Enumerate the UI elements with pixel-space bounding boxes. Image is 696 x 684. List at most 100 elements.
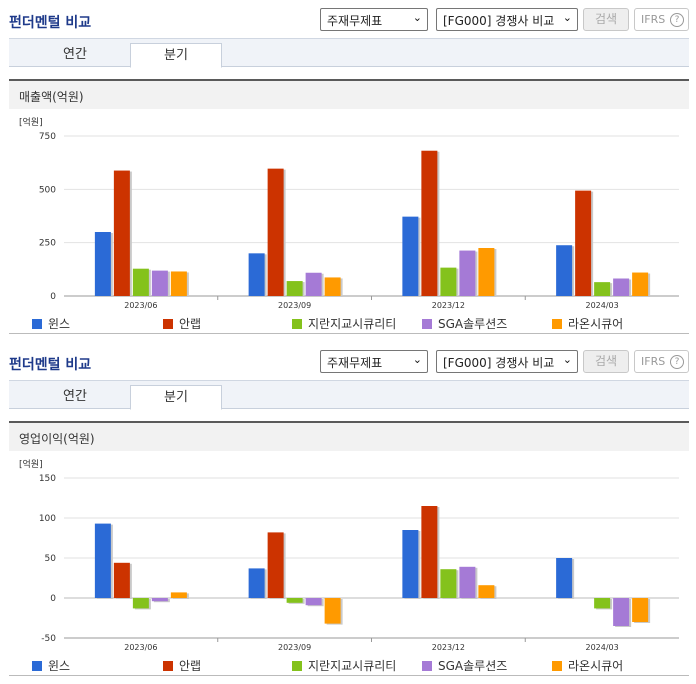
bar (305, 598, 322, 606)
search-button[interactable]: 검색 (583, 8, 629, 31)
operating-profit-bar-chart: [억원] -50 0 50 100 150 2023/06 2023/09 2023/12 202… (19, 458, 679, 651)
legend-item: SGA솔루션즈 (422, 315, 507, 332)
y-unit-label: [억원] (19, 458, 43, 470)
y-tick-label: 0 (50, 292, 56, 302)
bar (440, 569, 457, 598)
bar (421, 150, 438, 296)
bar (286, 281, 303, 296)
bar (132, 598, 149, 609)
chevron-down-icon: ⌄ (412, 353, 422, 366)
y-tick-label: 0 (50, 594, 56, 604)
divider (9, 675, 689, 676)
y-tick-label: 750 (39, 132, 56, 142)
legend-swatch (32, 319, 42, 329)
ifrs-button[interactable]: IFRS ? (634, 350, 689, 373)
legend-label: 지란지교시큐리티 (308, 659, 397, 673)
bar (324, 277, 341, 296)
bar (632, 272, 649, 296)
statement-type-select[interactable]: 주재무제표 ⌄ (320, 350, 428, 373)
bar (478, 585, 495, 598)
ifrs-label: IFRS (641, 13, 666, 26)
legend-label: SGA솔루션즈 (438, 317, 508, 331)
legend-label: 지란지교시큐리티 (308, 317, 397, 331)
panel-title: 펀더멘털 비교 (9, 357, 92, 373)
chevron-down-icon: ⌄ (562, 353, 572, 366)
bar (402, 530, 419, 598)
bar (170, 592, 187, 598)
bar (267, 532, 284, 598)
bar (613, 598, 630, 626)
bar (170, 271, 187, 296)
legend-swatch (552, 661, 562, 671)
chart-legend: 윈스 안랩 지란지교시큐리티 SGA솔루션즈 라온시큐어 (9, 654, 689, 674)
peer-group-select[interactable]: [FG000] 경쟁사 비교 ⌄ (436, 8, 578, 31)
legend-item: 안랩 (163, 657, 201, 674)
bar (286, 598, 303, 603)
bar (151, 598, 168, 602)
operating-profit-panel: 펀더멘털 비교 주재무제표 ⌄ [FG000] 경쟁사 비교 ⌄ 검색 IFRS… (0, 342, 696, 684)
bar (440, 267, 457, 296)
legend-label: SGA솔루션즈 (438, 659, 508, 673)
bar (402, 216, 419, 296)
bar (324, 598, 341, 624)
peer-group-select[interactable]: [FG000] 경쟁사 비교 ⌄ (436, 350, 578, 373)
panel-header: 펀더멘털 비교 주재무제표 ⌄ [FG000] 경쟁사 비교 ⌄ 검색 IFRS… (0, 342, 696, 380)
bar (94, 232, 111, 296)
legend-swatch (552, 319, 562, 329)
legend-swatch (292, 661, 302, 671)
divider (9, 333, 689, 334)
legend-item: 라온시큐어 (552, 657, 623, 674)
statement-type-value: 주재무제표 (327, 356, 383, 370)
bar (613, 278, 630, 296)
x-tick-label: 2024/03 (586, 301, 619, 309)
bar (248, 568, 265, 598)
bar (421, 506, 438, 598)
x-tick-label: 2023/06 (124, 643, 157, 651)
legend-swatch (163, 661, 173, 671)
legend-swatch (422, 661, 432, 671)
peer-group-value: [FG000] 경쟁사 비교 (443, 356, 555, 370)
legend-item: 지란지교시큐리티 (292, 315, 396, 332)
y-tick-label: 150 (39, 474, 56, 484)
legend-label: 안랩 (179, 317, 202, 331)
x-tick-label: 2024/03 (586, 643, 619, 651)
legend-label: 라온시큐어 (568, 659, 624, 673)
tab-annual[interactable]: 연간 (63, 47, 87, 62)
help-icon: ? (670, 355, 684, 369)
panel-header: 펀더멘털 비교 주재무제표 ⌄ [FG000] 경쟁사 비교 ⌄ 검색 IFRS… (0, 0, 696, 38)
legend-item: 윈스 (32, 315, 70, 332)
legend-swatch (163, 319, 173, 329)
bar (459, 566, 476, 598)
legend-item: 라온시큐어 (552, 315, 623, 332)
bar (113, 170, 130, 296)
legend-label: 윈스 (48, 317, 71, 331)
peer-group-value: [FG000] 경쟁사 비교 (443, 14, 555, 28)
help-icon: ? (670, 13, 684, 27)
y-tick-label: 500 (39, 185, 56, 195)
bar (459, 250, 476, 296)
bar (594, 598, 611, 609)
x-tick-label: 2023/12 (432, 643, 465, 651)
statement-type-select[interactable]: 주재무제표 ⌄ (320, 8, 428, 31)
bar (478, 248, 495, 296)
section-title: 매출액(억원) (9, 79, 689, 109)
search-button[interactable]: 검색 (583, 350, 629, 373)
legend-swatch (292, 319, 302, 329)
ifrs-button[interactable]: IFRS ? (634, 8, 689, 31)
tab-quarterly[interactable]: 분기 (130, 43, 222, 68)
bar (113, 562, 130, 598)
bar (267, 168, 284, 296)
y-tick-label: 100 (39, 514, 56, 524)
period-tabs: 연간 분기 (9, 38, 689, 68)
legend-item: 윈스 (32, 657, 70, 674)
bar (94, 523, 111, 598)
x-tick-label: 2023/06 (124, 301, 157, 309)
legend-swatch (32, 661, 42, 671)
bar (151, 270, 168, 296)
bar (632, 598, 649, 622)
tab-annual[interactable]: 연간 (63, 389, 87, 404)
bar (248, 253, 265, 296)
legend-label: 라온시큐어 (568, 317, 624, 331)
x-tick-label: 2023/12 (432, 301, 465, 309)
tab-quarterly[interactable]: 분기 (130, 385, 222, 410)
